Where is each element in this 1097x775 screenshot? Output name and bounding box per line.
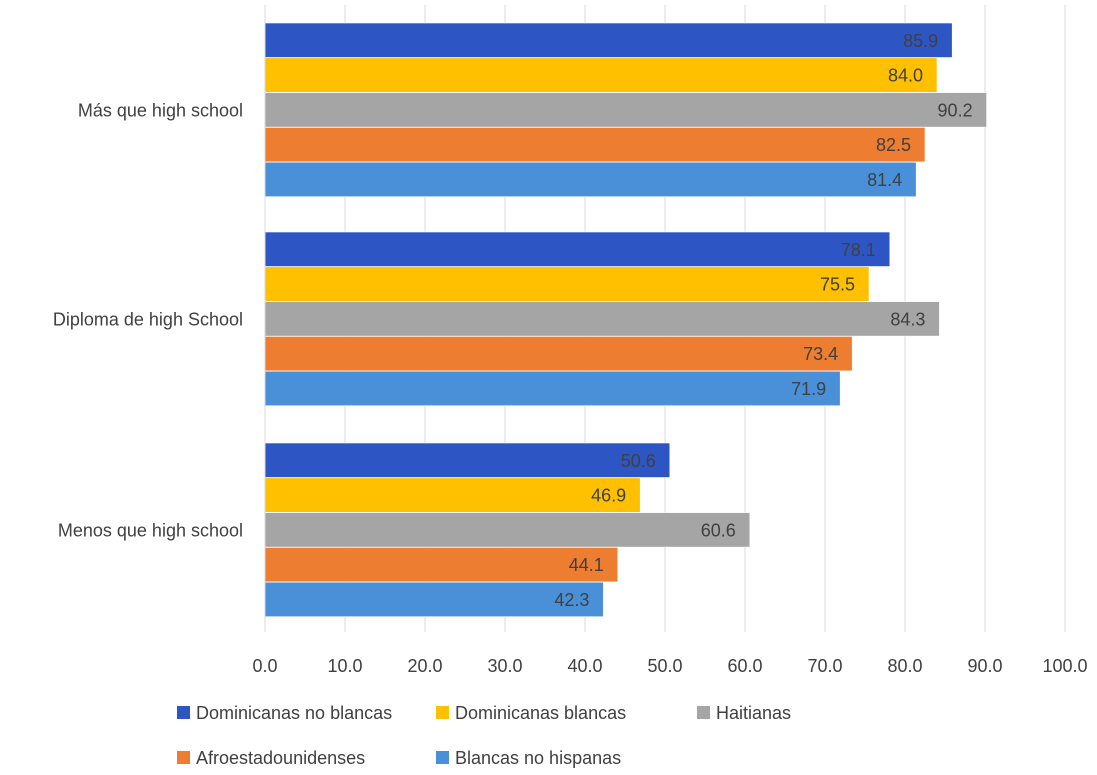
bar-dominicanas-blancas-menos-que-high-school	[264, 477, 641, 513]
data-label: 44.1	[569, 555, 604, 575]
category-label: Más que high school	[78, 100, 243, 120]
legend-swatch	[436, 751, 449, 764]
data-label: 46.9	[591, 486, 626, 506]
bar-blancas-no-hispanas-diploma-de-high-school	[264, 370, 841, 407]
bars	[264, 22, 987, 618]
legend-label: Dominicanas blancas	[455, 703, 626, 723]
data-label: 85.9	[903, 31, 938, 51]
legend-item-haitianas: Haitianas	[697, 703, 791, 723]
legend-label: Blancas no hispanas	[455, 748, 621, 768]
data-label: 78.1	[841, 240, 876, 260]
legend-swatch	[177, 706, 190, 719]
legend-item-afroestadounidenses: Afroestadounidenses	[177, 748, 365, 768]
data-label: 42.3	[554, 590, 589, 610]
legend: Dominicanas no blancas Dominicanas blanca…	[177, 703, 791, 768]
category-label: Menos que high school	[58, 520, 243, 540]
bar-dominicanas-no-blancas-diploma-de-high-school	[264, 231, 891, 267]
data-label: 82.5	[876, 135, 911, 155]
x-tick-label: 10.0	[327, 656, 362, 676]
x-tick-label: 0.0	[252, 656, 277, 676]
bar-haitianas-mas-que-high-school	[264, 92, 987, 128]
legend-item-dominicanas-no-blancas: Dominicanas no blancas	[177, 703, 392, 723]
bar-haitianas-menos-que-high-school	[264, 512, 751, 548]
bar-haitianas-diploma-de-high-school	[264, 301, 940, 337]
bar-blancas-no-hispanas-mas-que-high-school	[264, 161, 917, 197]
data-label: 75.5	[820, 275, 855, 295]
bar-blancas-no-hispanas-menos-que-high-school	[264, 581, 604, 618]
data-label: 50.6	[621, 451, 656, 471]
data-label: 60.6	[701, 520, 736, 540]
x-tick-label: 90.0	[967, 656, 1002, 676]
axes: 0.0 10.0 20.0 30.0 40.0 50.0 60.0 70.0 80.0 90.0 1…	[53, 5, 1088, 676]
x-tick-label: 60.0	[727, 656, 762, 676]
x-tick-label: 100.0	[1042, 656, 1087, 676]
bar-dominicanas-no-blancas-mas-que-high-school	[264, 22, 953, 58]
data-label: 84.3	[890, 309, 925, 329]
x-tick-label: 30.0	[487, 656, 522, 676]
bar-dominicanas-blancas-diploma-de-high-school	[264, 266, 870, 302]
legend-label: Afroestadounidenses	[196, 748, 365, 768]
legend-item-blancas-no-hispanas: Blancas no hispanas	[436, 748, 621, 768]
legend-label: Dominicanas no blancas	[196, 703, 392, 723]
bar-afroestadounidenses-mas-que-high-school	[264, 127, 926, 163]
data-label: 73.4	[803, 344, 838, 364]
category-label: Diploma de high School	[53, 309, 243, 329]
bar-afroestadounidenses-diploma-de-high-school	[264, 336, 853, 372]
legend-swatch	[697, 706, 710, 719]
legend-label: Haitianas	[716, 703, 791, 723]
data-label: 81.4	[867, 170, 902, 190]
bar-dominicanas-blancas-mas-que-high-school	[264, 57, 938, 93]
legend-swatch	[177, 751, 190, 764]
x-tick-label: 80.0	[887, 656, 922, 676]
bar-dominicanas-no-blancas-menos-que-high-school	[264, 442, 671, 478]
x-tick-label: 40.0	[567, 656, 602, 676]
data-label: 90.2	[938, 100, 973, 120]
x-tick-label: 70.0	[807, 656, 842, 676]
data-labels: 85.9 84.0 90.2 82.5 81.4 78.1 75.5 84.3 73.4 71.9…	[554, 31, 972, 610]
data-label: 71.9	[791, 379, 826, 399]
data-label: 84.0	[888, 66, 923, 86]
bar-afroestadounidenses-menos-que-high-school	[264, 547, 619, 583]
legend-item-dominicanas-blancas: Dominicanas blancas	[436, 703, 626, 723]
legend-swatch	[436, 706, 449, 719]
x-tick-label: 50.0	[647, 656, 682, 676]
x-tick-label: 20.0	[407, 656, 442, 676]
